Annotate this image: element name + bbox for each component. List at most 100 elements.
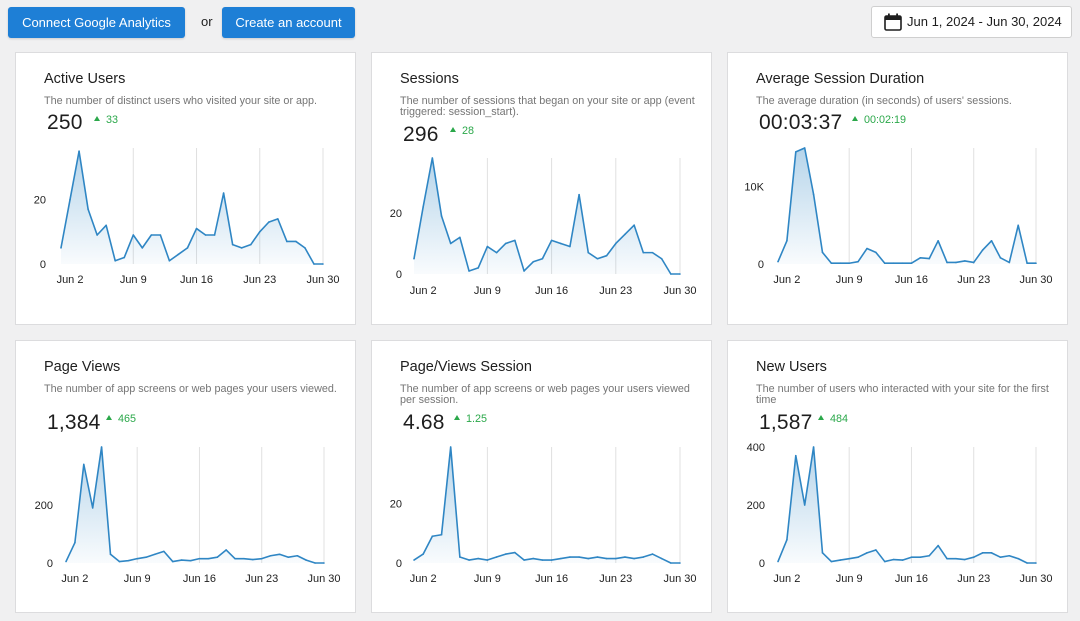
data-point [605,254,608,257]
card-active-users: Active Users The number of distinct user… [15,52,356,325]
data-point [532,260,535,263]
data-point [651,553,654,555]
data-point [786,539,788,541]
create-account-button[interactable]: Create an account [222,7,355,38]
y-tick-label: 0 [396,269,402,281]
series-area [778,148,1036,264]
data-point [587,251,590,254]
data-point [1008,554,1011,557]
data-point [60,247,62,249]
data-point [910,556,913,558]
y-tick-label: 200 [747,500,765,512]
arrow-up-icon [454,415,460,420]
date-range-picker[interactable]: Jun 1, 2024 - Jun 30, 2024 [871,6,1072,38]
area-chart: 0 200 Jun 2 Jun 9 Jun 16 Jun 23 Jun 30 [35,446,341,585]
y-tick-label: 0 [758,259,764,271]
connect-google-analytics-button[interactable]: Connect Google Analytics [8,7,185,38]
x-tick-label: Jun 16 [535,285,568,297]
data-point [1017,557,1020,560]
data-point [78,150,80,153]
card-title: Active Users [44,71,126,87]
data-point [946,261,948,264]
data-point [171,560,174,563]
data-point [440,533,443,536]
card-delta: 484 [818,413,848,425]
series-line [777,446,1036,564]
data-point [679,273,681,275]
x-tick-label: Jun 23 [245,573,278,585]
data-point [839,559,842,561]
data-point [305,559,308,561]
series-line [777,147,1036,265]
data-point [252,558,254,561]
x-tick-label: Jun 16 [535,573,568,585]
arrow-up-icon [818,415,824,420]
data-point [578,193,580,196]
data-point [440,215,443,217]
card-delta: 33 [94,114,118,126]
data-point [964,558,966,561]
card-description: The number of app screens or web pages y… [400,383,690,406]
data-point [541,559,544,561]
series-area [414,447,680,563]
data-point [981,552,984,554]
card-delta: 1.25 [454,413,487,425]
data-point [1017,224,1020,227]
data-point [295,240,297,243]
data-point [587,557,590,560]
data-point [100,446,103,448]
data-point [523,559,525,561]
card-delta: 00:02:19 [852,114,906,126]
arrow-up-icon [106,415,112,420]
data-point [786,240,788,242]
data-point [875,549,877,551]
arrow-up-icon [94,116,100,121]
data-point [504,242,507,245]
data-point [198,557,201,560]
x-tick-label: Jun 9 [120,274,147,286]
card-description: The number of app screens or web pages y… [44,383,337,395]
data-point [857,556,859,558]
series-line [60,150,323,265]
data-point [559,557,562,560]
y-tick-label: 20 [390,208,402,220]
x-tick-label: Jun 9 [474,285,501,297]
data-point [216,556,219,558]
data-point [794,151,797,153]
data-point [186,247,189,249]
y-tick-label: 20 [34,195,46,207]
data-point [866,247,868,250]
y-tick-label: 0 [40,259,46,271]
data-point [449,446,452,448]
toolbar: Connect Google Analytics or Create an ac… [0,0,1080,46]
data-point [422,553,424,555]
card-average-session-duration: Average Session Duration The average dur… [727,52,1068,325]
data-point [955,557,957,560]
series-line [413,157,680,275]
data-point [901,559,904,561]
data-point [928,257,931,260]
data-point [468,270,470,272]
area-chart: 0 200 400 Jun 2 Jun 9 Jun 16 Jun 23 Jun 30 [747,442,1053,585]
data-point [118,560,121,563]
x-tick-label: Jun 9 [474,573,501,585]
data-point [651,251,654,254]
data-point [495,251,498,254]
x-tick-label: Jun 16 [895,274,928,286]
card-title: Sessions [400,71,459,87]
data-point [314,562,316,564]
card-title: New Users [756,359,827,375]
data-point [596,556,599,558]
y-tick-label: 200 [35,500,53,512]
data-point [322,263,324,265]
area-chart: 0 10K Jun 2 Jun 9 Jun 16 Jun 23 Jun 30 [744,147,1053,286]
series-area [414,158,680,274]
card-value: 1,587 [759,411,813,434]
data-point [633,557,635,560]
data-point [679,562,681,564]
x-tick-label: Jun 9 [836,274,863,286]
x-tick-label: Jun 9 [124,573,151,585]
data-point [168,259,171,262]
data-point [304,247,306,249]
data-point [605,557,608,560]
